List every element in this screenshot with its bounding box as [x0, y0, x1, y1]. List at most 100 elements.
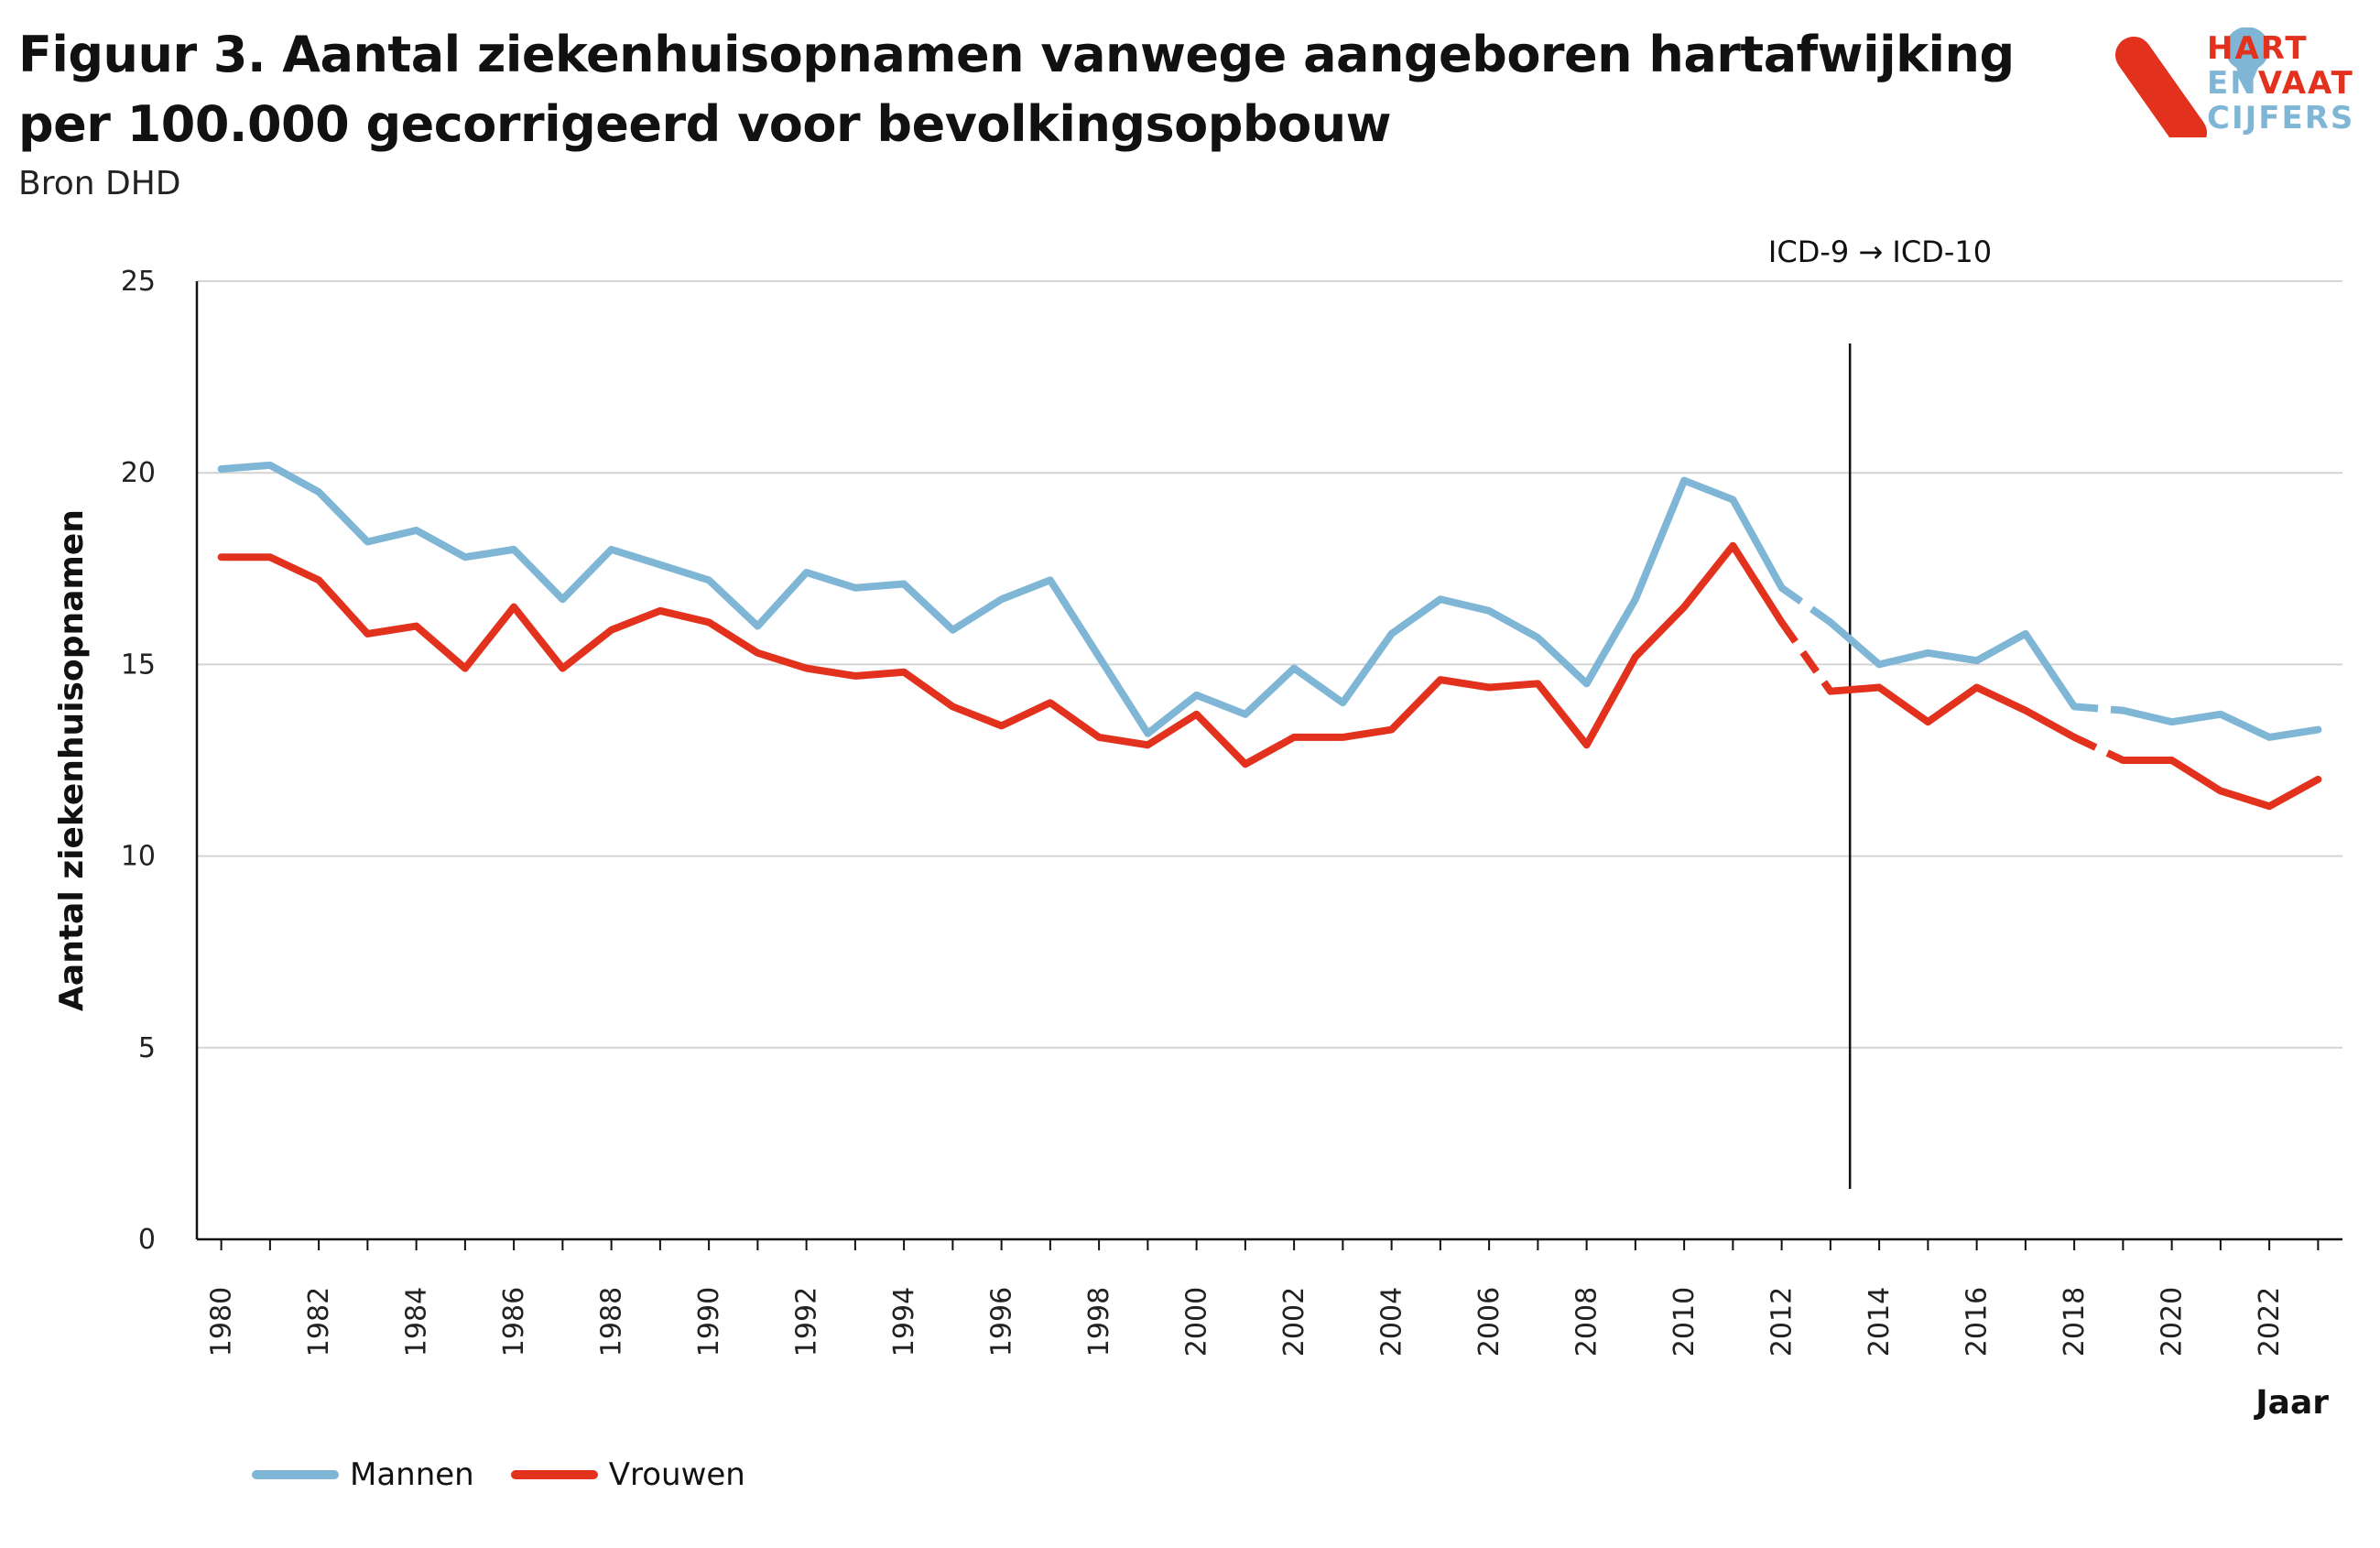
legend-swatch-vrouwen [510, 1470, 598, 1479]
y-tick-label: 25 [121, 266, 156, 298]
y-ticks: 0 5 10 15 20 25 [121, 266, 156, 1256]
data-point-mannen-2001 [1243, 712, 1248, 717]
series-line-vrouwen [1826, 683, 2079, 741]
data-point-mannen-1989 [657, 562, 663, 568]
legend-swatch-mannen [252, 1470, 339, 1479]
data-point-mannen-1997 [1048, 577, 1053, 583]
data-point-vrouwen-2009 [1633, 654, 1638, 660]
axes [195, 281, 2342, 1250]
y-axis-title: Aantal ziekenhuisopnamen [53, 509, 91, 1011]
series-lines [217, 461, 2322, 811]
data-point-vrouwen-2008 [1584, 742, 1590, 747]
y-tick-label: 5 [138, 1032, 156, 1064]
data-point-mannen-1983 [364, 540, 370, 545]
series-line-vrouwen [217, 541, 1786, 769]
data-point-vrouwen-1981 [267, 554, 273, 560]
series-dashed-mannen [2073, 703, 2124, 714]
y-tick-label: 10 [121, 841, 156, 873]
data-point-vrouwen-2000 [1194, 712, 1200, 717]
data-point-vrouwen-1992 [804, 666, 810, 671]
data-point-mannen-1999 [1145, 731, 1150, 736]
x-tick-label: 1982 [303, 1287, 335, 1357]
x-tick-label: 2008 [1571, 1287, 1603, 1357]
data-point-vrouwen-1986 [511, 605, 516, 610]
legend-item-mannen: Mannen [252, 1456, 474, 1493]
data-point-mannen-2017 [2023, 631, 2028, 637]
x-axis-title: Jaar [2253, 1384, 2329, 1422]
data-point-vrouwen-1987 [560, 666, 565, 671]
logo-vaat: VAAT [2257, 65, 2354, 102]
data-point-mannen-1987 [560, 596, 565, 602]
data-point-mannen-2007 [1535, 635, 1540, 640]
data-point-mannen-2012 [1779, 585, 1785, 591]
data-point-vrouwen-1983 [364, 631, 370, 637]
data-point-mannen-1980 [219, 466, 224, 472]
data-point-mannen-1996 [999, 596, 1005, 602]
icd-change-label: ICD-9 → ICD-10 [1768, 234, 1992, 269]
data-point-vrouwen-2013 [1828, 689, 1833, 694]
data-point-mannen-2014 [1876, 661, 1882, 667]
data-point-vrouwen-1990 [706, 619, 712, 625]
x-tick-label: 2020 [2157, 1287, 2189, 1357]
x-tick-label: 2010 [1668, 1287, 1701, 1357]
data-point-vrouwen-2010 [1681, 605, 1687, 610]
data-point-mannen-2015 [1925, 650, 1930, 656]
x-tick-label: 1990 [693, 1287, 725, 1357]
logo-hart: HART [2207, 30, 2309, 67]
data-point-mannen-2016 [1974, 658, 1980, 663]
title-line-2: per 100.000 gecorrigeerd voor bevolkings… [18, 95, 1392, 153]
series-line-vrouwen [2119, 757, 2322, 811]
data-point-mannen-2018 [2071, 703, 2077, 709]
data-point-mannen-1981 [267, 463, 273, 468]
data-point-mannen-2021 [2218, 712, 2223, 717]
data-point-vrouwen-2001 [1243, 761, 1248, 767]
data-point-vrouwen-1997 [1048, 700, 1053, 705]
data-point-mannen-1992 [804, 570, 810, 575]
data-point-mannen-2019 [2120, 708, 2125, 714]
data-point-mannen-1990 [706, 577, 712, 583]
data-point-vrouwen-2011 [1730, 543, 1735, 549]
data-point-vrouwen-1991 [755, 650, 760, 656]
series-line-mannen [217, 461, 1786, 737]
data-point-mannen-1998 [1096, 654, 1102, 660]
x-tick-label: 2004 [1376, 1287, 1408, 1357]
data-point-vrouwen-1998 [1096, 735, 1102, 740]
title-line-1: Figuur 3. Aantal ziekenhuisopnamen vanwe… [18, 26, 2015, 83]
logo-en: EN [2207, 65, 2258, 102]
x-tick-label: 2002 [1278, 1287, 1310, 1357]
y-tick-label: 15 [121, 649, 156, 681]
x-tick-label: 2014 [1864, 1287, 1896, 1357]
data-point-vrouwen-1999 [1145, 742, 1150, 747]
data-point-vrouwen-1988 [609, 627, 614, 633]
data-point-mannen-2000 [1194, 692, 1200, 698]
legend-label-vrouwen: Vrouwen [608, 1456, 745, 1493]
data-point-mannen-2013 [1828, 619, 1833, 625]
logo-text: HART ENVAAT CIJFERS [2207, 31, 2354, 136]
legend-item-vrouwen: Vrouwen [510, 1456, 745, 1493]
data-point-vrouwen-1994 [901, 670, 907, 675]
series-dashed-mannen [1779, 584, 1833, 626]
data-point-mannen-1994 [901, 582, 907, 587]
data-point-mannen-2002 [1291, 666, 1297, 671]
data-point-vrouwen-2019 [2120, 758, 2125, 763]
data-point-mannen-1982 [316, 489, 321, 495]
y-tick-label: 0 [138, 1224, 156, 1256]
logo-icon [2115, 27, 2269, 137]
data-point-mannen-2011 [1730, 496, 1735, 502]
data-point-vrouwen-1989 [657, 608, 663, 614]
annotation: ICD-9 → ICD-10 [1768, 234, 1992, 1189]
data-point-mannen-1986 [511, 547, 516, 552]
x-tick-label: 2022 [2254, 1287, 2286, 1357]
data-point-mannen-2023 [2315, 727, 2320, 733]
x-ticks: 1980 1982 1984 1986 1988 1990 1992 1994 1996 1998… [206, 1287, 2287, 1357]
data-point-vrouwen-2017 [2023, 708, 2028, 714]
legend: Mannen Vrouwen [252, 1456, 745, 1493]
chart-title: Figuur 3. Aantal ziekenhuisopnamen vanwe… [18, 20, 2015, 159]
data-point-vrouwen-2003 [1340, 735, 1345, 740]
series-line-mannen [1826, 618, 2079, 711]
y-tick-label: 20 [121, 457, 156, 489]
x-tick-label: 2016 [1962, 1287, 1994, 1357]
data-point-vrouwen-1980 [219, 554, 224, 560]
x-tick-label: 1984 [401, 1287, 433, 1357]
